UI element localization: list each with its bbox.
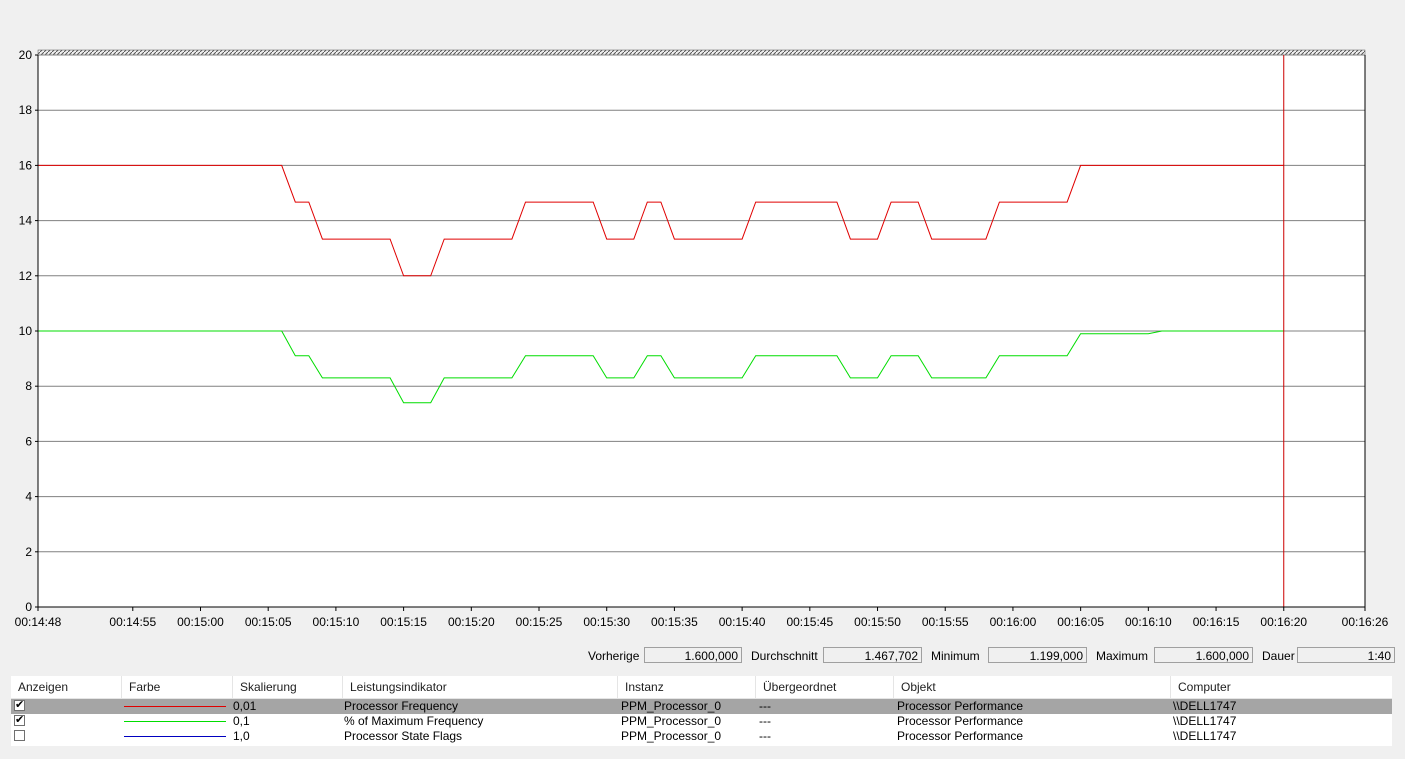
x-tick-label: 00:16:15	[1193, 615, 1240, 629]
x-tick-label: 00:15:25	[516, 615, 563, 629]
x-tick-label: 00:14:55	[109, 615, 156, 629]
x-tick-label: 00:15:00	[177, 615, 224, 629]
series-line	[38, 330, 1284, 404]
cell-object: Processor Performance	[897, 729, 1024, 743]
x-tick-label: 00:16:00	[990, 615, 1037, 629]
x-tick-label: 00:16:10	[1125, 615, 1172, 629]
cell-counter: Processor State Flags	[344, 729, 463, 743]
table-row[interactable]: 1,0 Processor State Flags PPM_Processor_0 -…	[11, 729, 1392, 744]
x-tick-label: 00:15:45	[786, 615, 833, 629]
column-header-computer[interactable]: Computer	[1178, 680, 1231, 694]
column-header-object[interactable]: Objekt	[894, 676, 1171, 698]
y-tick-label: 4	[25, 490, 32, 504]
x-tick-label: 00:14:48	[15, 615, 62, 629]
counter-list-header: Anzeigen Farbe Skalierung Leistungsindik…	[11, 676, 1392, 699]
column-header-color[interactable]: Farbe	[122, 676, 233, 698]
minimum-label: Minimum	[931, 649, 980, 663]
hatched-top-band	[37, 49, 1366, 56]
performance-chart[interactable]: 0 2 4 6 8 10 12 14 16 18 20 00:14:48 00:14:55 00:15:0…	[0, 0, 1405, 640]
series-line	[38, 164, 1284, 277]
y-tick-label: 8	[25, 379, 32, 393]
x-tick-label: 00:15:20	[448, 615, 495, 629]
minimum-value: 1.199,000	[988, 647, 1087, 663]
duration-value: 1:40	[1297, 647, 1395, 663]
x-tick-label: 00:15:15	[380, 615, 427, 629]
maximum-value: 1.600,000	[1154, 647, 1253, 663]
cell-instance: PPM_Processor_0	[621, 699, 722, 713]
x-tick-label: 00:16:20	[1260, 615, 1307, 629]
x-tick-label: 00:15:10	[313, 615, 360, 629]
average-label: Durchschnitt	[751, 649, 818, 663]
cell-scale: 0,01	[233, 699, 257, 713]
cell-computer: \\DELL1747	[1173, 714, 1237, 728]
cell-instance: PPM_Processor_0	[621, 714, 722, 728]
cell-object: Processor Performance	[897, 699, 1024, 713]
show-checkbox[interactable]: ✔	[14, 699, 25, 711]
x-tick-label: 00:16:05	[1057, 615, 1104, 629]
table-row[interactable]: ✔ 0,1 % of Maximum Frequency PPM_Processor_…	[11, 714, 1392, 729]
cell-parent: ---	[759, 714, 771, 728]
counter-list[interactable]: Anzeigen Farbe Skalierung Leistungsindik…	[11, 676, 1392, 746]
duration-label: Dauer	[1262, 649, 1295, 663]
cell-parent: ---	[759, 699, 771, 713]
x-tick-label: 00:15:35	[651, 615, 698, 629]
column-header-parent[interactable]: Übergeordnet	[756, 676, 894, 698]
column-header-instance[interactable]: Instanz	[618, 676, 756, 698]
y-tick-label: 12	[19, 269, 33, 283]
y-tick-label: 2	[25, 545, 32, 559]
cell-scale: 0,1	[233, 714, 250, 728]
table-row[interactable]: ✔ 0,01 Processor Frequency PPM_Processor_0 -…	[11, 699, 1392, 714]
y-tick-label: 0	[25, 600, 32, 614]
color-swatch	[124, 706, 226, 707]
checkmark-icon: ✔	[15, 699, 25, 711]
y-tick-label: 20	[19, 48, 33, 62]
y-tick-label: 6	[25, 434, 32, 448]
column-header-show[interactable]: Anzeigen	[11, 676, 122, 698]
previous-value: 1.600,000	[644, 647, 742, 663]
cell-counter: Processor Frequency	[344, 699, 459, 713]
x-tick-label: 00:15:50	[854, 615, 901, 629]
average-value: 1.467,702	[823, 647, 922, 663]
x-tick-label: 00:15:55	[922, 615, 969, 629]
show-checkbox[interactable]	[14, 730, 25, 741]
maximum-label: Maximum	[1096, 649, 1149, 663]
previous-label: Vorherige	[588, 649, 640, 663]
cell-object: Processor Performance	[897, 714, 1024, 728]
checkmark-icon: ✔	[15, 714, 25, 726]
y-tick-label: 18	[19, 103, 33, 117]
y-tick-label: 14	[19, 214, 33, 228]
x-tick-label: 00:15:05	[245, 615, 292, 629]
cell-parent: ---	[759, 729, 771, 743]
y-tick-label: 16	[19, 158, 33, 172]
cell-computer: \\DELL1747	[1173, 699, 1237, 713]
cell-scale: 1,0	[233, 729, 250, 743]
column-header-scale[interactable]: Skalierung	[233, 676, 343, 698]
x-tick-label: 00:15:30	[583, 615, 630, 629]
color-swatch	[124, 736, 226, 737]
statistics-bar: Vorherige 1.600,000 Durchschnitt 1.467,7…	[0, 646, 1405, 666]
show-checkbox[interactable]: ✔	[14, 714, 25, 726]
x-tick-label: 00:16:26	[1342, 615, 1389, 629]
cell-instance: PPM_Processor_0	[621, 729, 722, 743]
cell-counter: % of Maximum Frequency	[344, 714, 484, 728]
cell-computer: \\DELL1747	[1173, 729, 1237, 743]
y-tick-label: 10	[19, 324, 33, 338]
color-swatch	[124, 721, 226, 722]
x-tick-label: 00:15:40	[719, 615, 766, 629]
column-header-counter[interactable]: Leistungsindikator	[343, 676, 618, 698]
